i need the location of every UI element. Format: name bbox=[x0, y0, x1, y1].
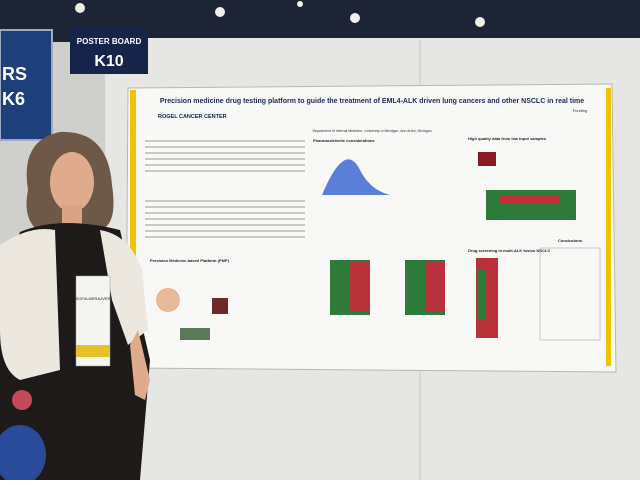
figure bbox=[212, 298, 228, 314]
arm bbox=[130, 330, 150, 400]
badge-name: SOFIA MERAJVER bbox=[76, 296, 111, 301]
figure bbox=[500, 195, 560, 203]
bag bbox=[0, 425, 46, 485]
poster-logo: ROGEL CANCER CENTER bbox=[158, 114, 227, 120]
poster-affiliation: Department of Internal Medicine, Univers… bbox=[312, 129, 431, 133]
poster-border bbox=[606, 88, 611, 366]
badge-ribbon bbox=[76, 345, 110, 357]
poster-title: Precision medicine drug testing platform… bbox=[160, 98, 584, 105]
section-heading: Pharmacokinetic considerations bbox=[313, 138, 375, 143]
section-heading: Conclusions bbox=[558, 238, 583, 243]
section-heading: Drug screening in multi-ALK fusion NSCLC bbox=[468, 248, 550, 253]
figure bbox=[180, 328, 210, 340]
conclusions-box bbox=[539, 247, 601, 341]
neck bbox=[62, 205, 82, 227]
figure bbox=[478, 152, 496, 166]
figure bbox=[322, 159, 390, 195]
cardigan bbox=[0, 229, 60, 380]
board-label bbox=[70, 28, 148, 74]
ceiling-lights bbox=[75, 1, 485, 27]
sign-text: K6 bbox=[2, 89, 25, 109]
poster-funding: Funding bbox=[573, 108, 587, 113]
poster-border bbox=[130, 90, 136, 365]
face bbox=[50, 152, 94, 212]
cardigan bbox=[100, 230, 148, 345]
board-number: K10 bbox=[94, 53, 123, 70]
heatmap bbox=[478, 270, 486, 320]
object bbox=[12, 390, 32, 410]
section-heading: High quality data from low input samples bbox=[468, 136, 547, 141]
board-label-text: POSTER BOARD bbox=[77, 37, 142, 46]
sign-text: RS bbox=[2, 64, 27, 84]
section-heading: Precision Medicine-based Platform (PMP) bbox=[150, 258, 230, 263]
figure bbox=[156, 288, 180, 312]
left-sign bbox=[0, 29, 53, 141]
heatmap bbox=[350, 262, 370, 312]
heatmap bbox=[425, 262, 445, 312]
figure bbox=[486, 190, 576, 220]
poster-body-text bbox=[145, 140, 305, 238]
